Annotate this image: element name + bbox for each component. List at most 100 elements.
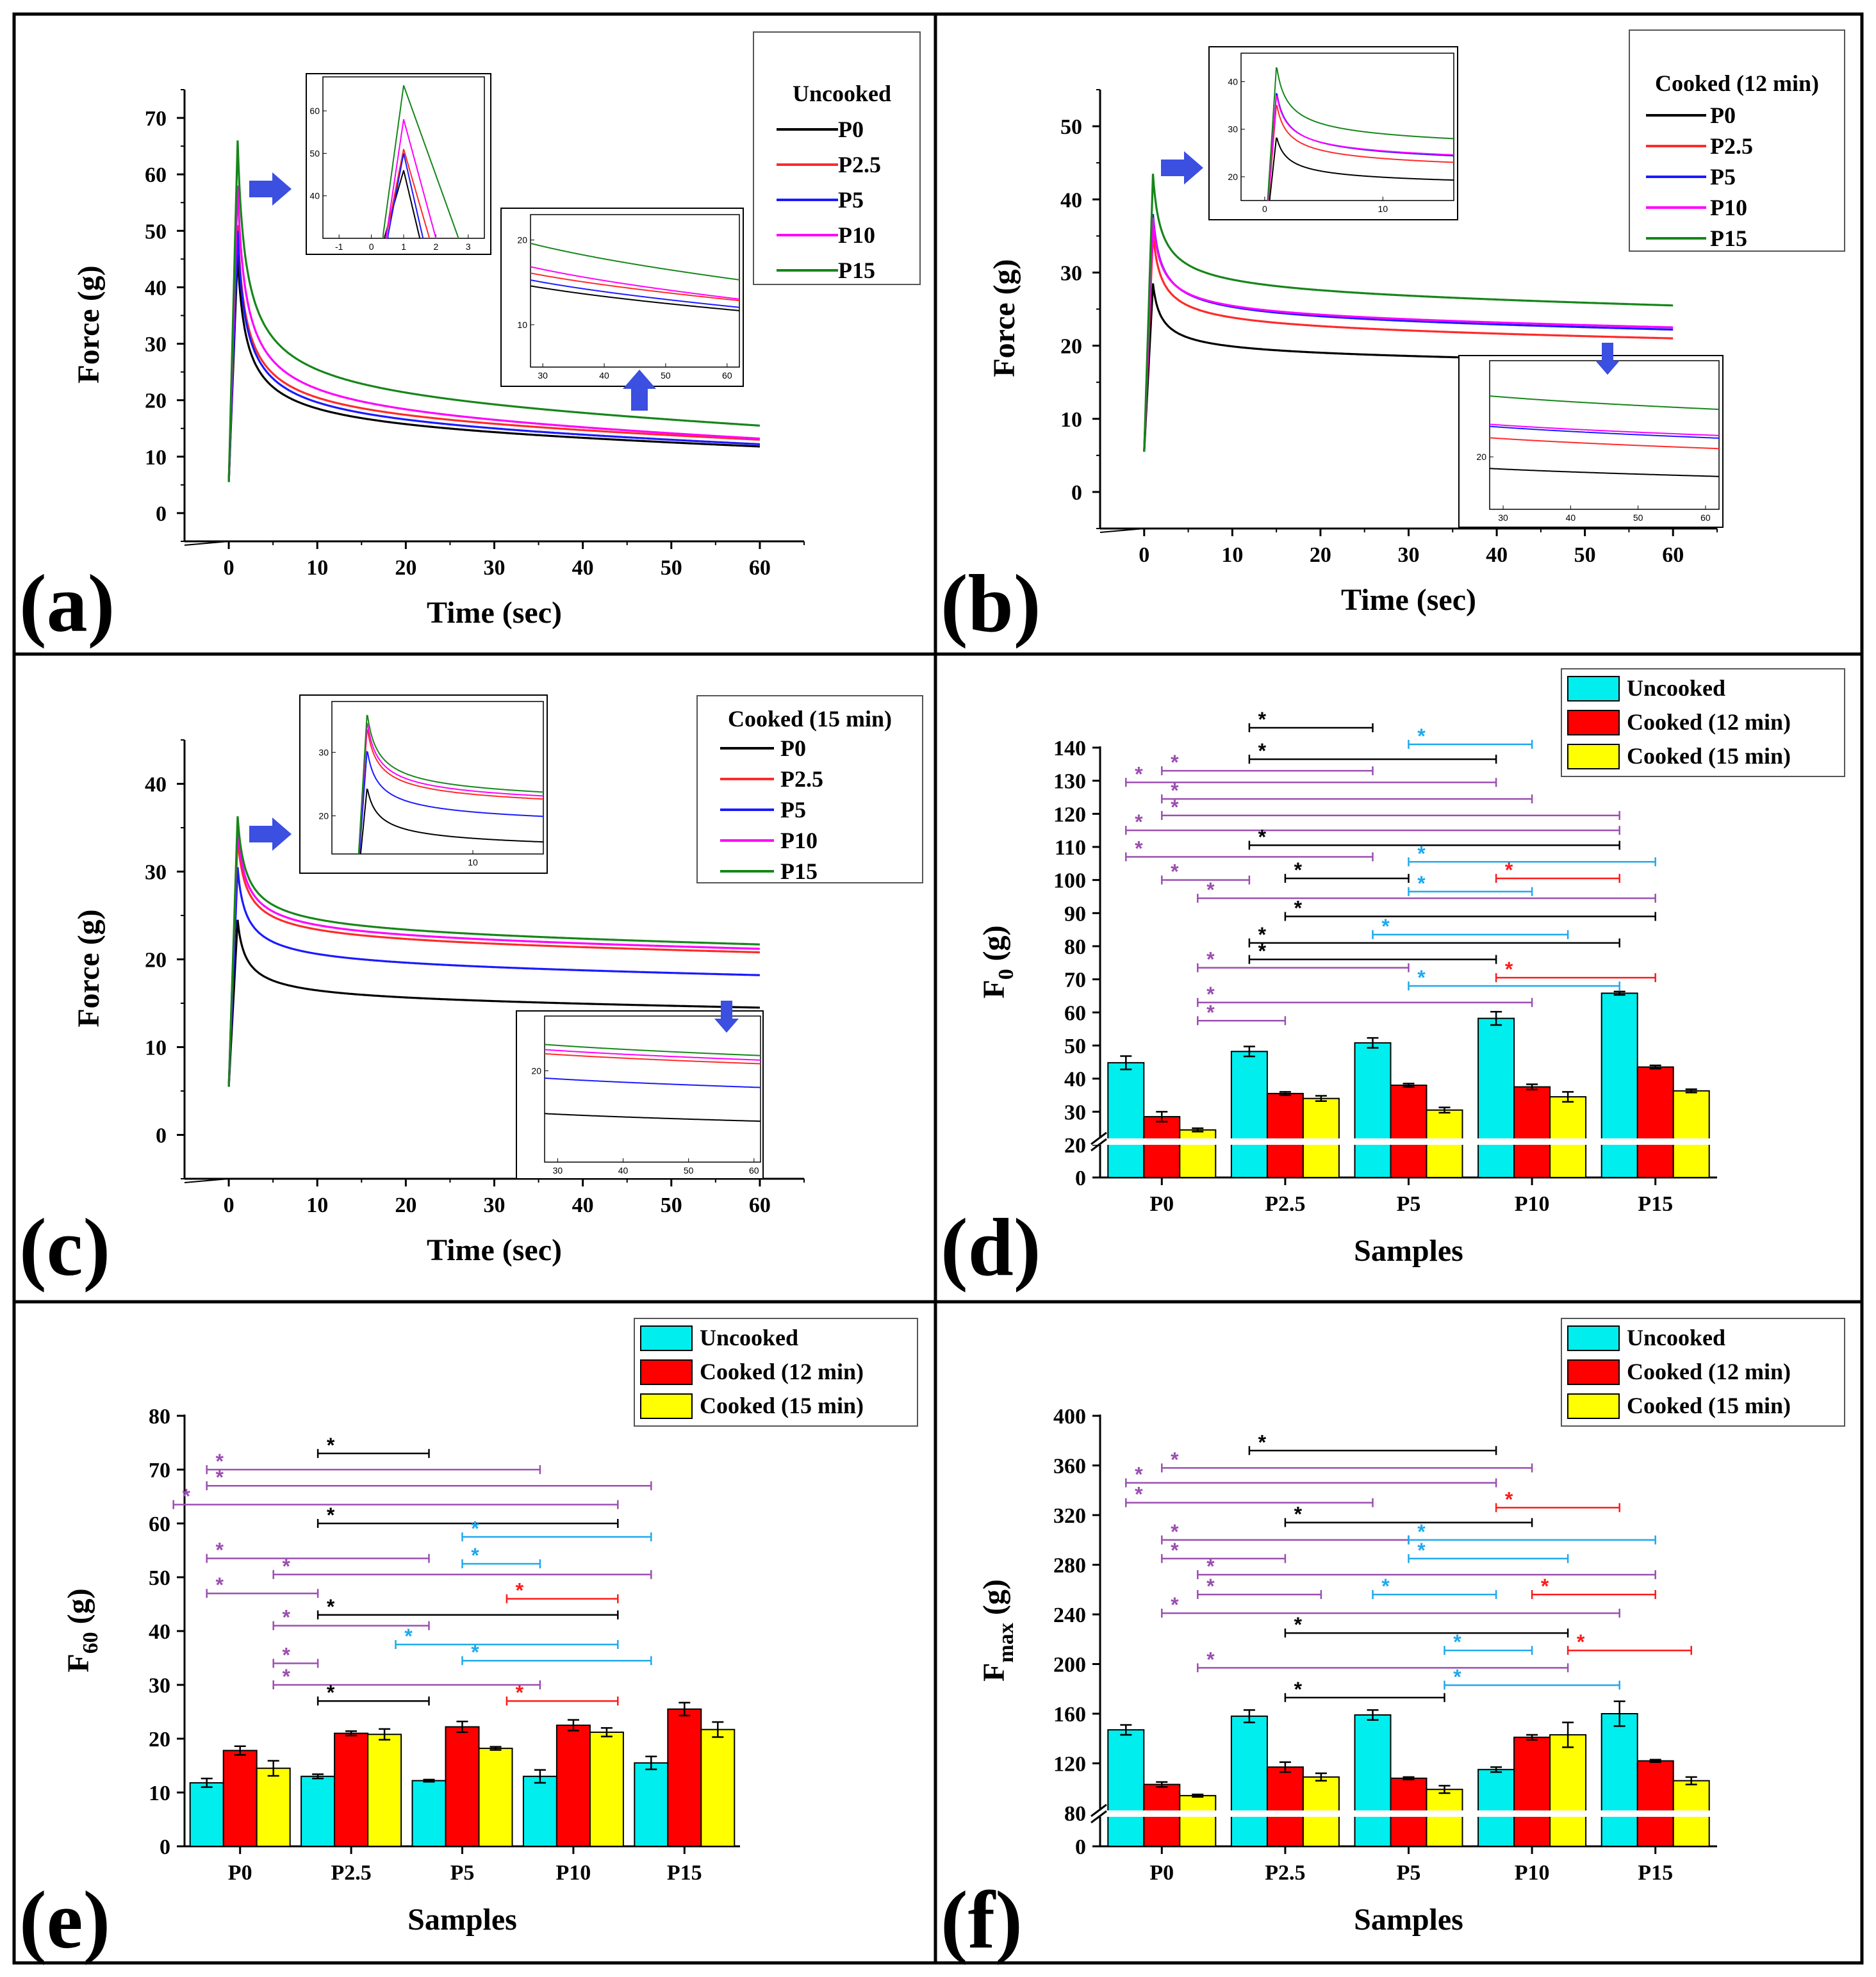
significance-bracket: * (172, 1485, 619, 1509)
axis-break-mark (1090, 1138, 1107, 1152)
bar-cooked-15-min--P15 (700, 1728, 736, 1847)
significance-star: * (182, 1485, 190, 1508)
axis-break-mark (1090, 1803, 1107, 1817)
axis-break-mark (1090, 1810, 1107, 1824)
panel-f: 0 80 120 160 200 240 280 320 360 400 P0 P2.5 P5 P10 P1… (941, 1318, 1845, 1965)
significance-star: * (1135, 1463, 1143, 1486)
inset-series-P2.5 (358, 729, 543, 854)
y-tick-label: 0 (156, 1124, 167, 1148)
panel-label: (e) (19, 1874, 110, 1965)
x-tick-label: 60 (749, 1194, 771, 1217)
x-tick-label: P0 (1149, 1861, 1174, 1885)
significance-star: * (1417, 725, 1426, 748)
y-tick-label: 60 (149, 1513, 170, 1536)
significance-star: * (1171, 1593, 1179, 1616)
significance-bracket: * (1567, 1630, 1692, 1655)
inset-x-tick-label: -1 (335, 242, 343, 252)
x-tick-label: P10 (1515, 1861, 1550, 1885)
y-tick-label: 360 (1053, 1455, 1086, 1479)
y-tick-label: 20 (1064, 1134, 1086, 1158)
legend-swatch (1567, 710, 1620, 735)
significance-star: * (1294, 858, 1303, 882)
bar-uncooked-P2.5 (1230, 1715, 1268, 1847)
inset-1: -1 0 1 2 3 40 50 60 (306, 73, 491, 255)
y-tick-label: 20 (145, 390, 167, 413)
bar-cooked-12-min--P5 (1390, 1085, 1428, 1178)
significance-star: * (1505, 1488, 1513, 1511)
significance-star: * (1206, 878, 1215, 901)
y-tick-label: 30 (145, 861, 167, 885)
significance-bracket: * (1125, 1483, 1374, 1507)
inset-x-tick-label: 40 (1566, 513, 1576, 523)
y-axis-label-sub: max (994, 1623, 1018, 1662)
significance-bracket: * (1125, 1463, 1497, 1488)
y-tick-label: 160 (1053, 1703, 1086, 1727)
bar-uncooked-P15 (1600, 992, 1638, 1179)
bar-uncooked-P5 (1354, 1714, 1392, 1847)
y-tick-label: 70 (1064, 969, 1086, 992)
y-axis-label: Force (g) (987, 259, 1021, 377)
x-tick-label: P10 (1515, 1192, 1550, 1216)
legend-swatch (1567, 1393, 1620, 1419)
significance-star: * (1417, 1539, 1426, 1562)
y-tick-label: 0 (156, 502, 167, 526)
inset-series-P5 (531, 279, 739, 308)
y-tick-label: 40 (145, 773, 167, 797)
significance-bracket: * (1197, 1001, 1287, 1026)
inset-series-P2.5 (386, 149, 431, 238)
y-tick-label: 50 (145, 220, 167, 243)
x-tick-label: 30 (1398, 543, 1420, 567)
legend-label-P0: P0 (780, 735, 806, 761)
significance-star: * (1171, 860, 1179, 883)
significance-bracket: * (206, 1466, 652, 1491)
y-tick-label: 60 (145, 163, 167, 187)
significance-bracket: * (1161, 1448, 1533, 1473)
inset-x-tick-label: 60 (749, 1165, 759, 1176)
x-tick-label: 40 (572, 556, 594, 580)
inset-x-tick-label: 50 (661, 370, 671, 381)
significance-bracket: * (272, 1665, 541, 1689)
y-tick-label: 0 (1075, 1835, 1086, 1859)
y-tick-label: 50 (1064, 1035, 1086, 1058)
inset-box (1208, 46, 1458, 220)
significance-star: * (1206, 948, 1215, 971)
x-tick-label: 20 (395, 1194, 416, 1217)
bar-cooked-12-min--P15 (1636, 1066, 1674, 1179)
y-tick-label: 80 (149, 1405, 170, 1429)
significance-bracket: * (1197, 1575, 1322, 1599)
y-axis-label-unit: (g) (977, 925, 1011, 969)
legend-label-P2.5: P2.5 (838, 152, 881, 177)
y-tick-label: 20 (1060, 335, 1082, 359)
significance-star: * (1294, 897, 1303, 920)
series-line-P5 (227, 867, 761, 1087)
legend-box (753, 31, 921, 285)
significance-bracket: * (1408, 872, 1533, 896)
significance-star: * (327, 1681, 335, 1704)
significance-bracket: * (1408, 842, 1656, 867)
x-tick-label: 50 (661, 1194, 682, 1217)
bar-uncooked-P10 (522, 1775, 557, 1848)
inset-series-P10 (545, 1049, 761, 1061)
x-tick-label: 0 (224, 556, 234, 580)
y-tick-label: 20 (145, 949, 167, 972)
legend-label-P15: P15 (780, 858, 818, 884)
significance-bracket: * (1284, 897, 1656, 921)
bar-cooked-12-min--P15 (1636, 1760, 1674, 1847)
legend-label: Cooked (15 min) (1627, 743, 1791, 769)
bar-cooked-12-min--P2.5 (1266, 1092, 1304, 1178)
significance-star: * (1505, 858, 1513, 882)
inset-y-tick-label: 60 (309, 106, 320, 116)
significance-bracket: * (1125, 810, 1620, 835)
inset-x-tick-label: 50 (684, 1165, 694, 1176)
legend-title: Cooked (12 min) (1655, 70, 1819, 96)
x-tick-label: P5 (450, 1861, 475, 1885)
significance-bracket: * (1495, 858, 1620, 883)
x-tick-label: P2.5 (1265, 1192, 1305, 1216)
inset-y-tick-label: 20 (531, 1066, 541, 1076)
x-tick-label: P15 (1638, 1192, 1673, 1216)
series-line-P10 (1143, 217, 1674, 452)
y-tick-label: 110 (1055, 836, 1086, 860)
x-tick-label: P0 (1149, 1192, 1174, 1216)
significance-bracket: * (1531, 1575, 1656, 1599)
bar-cooked-15-min--P10 (1549, 1096, 1587, 1179)
